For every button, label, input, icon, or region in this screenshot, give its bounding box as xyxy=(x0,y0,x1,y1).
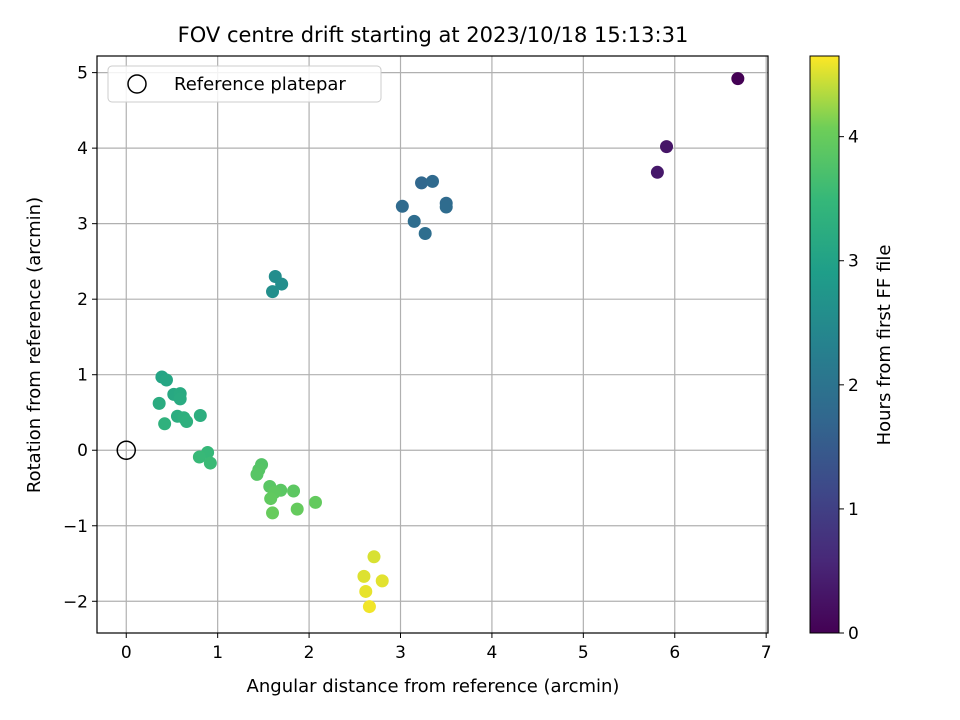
data-point xyxy=(731,72,745,86)
data-point xyxy=(415,176,429,190)
grid-lines xyxy=(97,56,768,633)
x-tick-label: 4 xyxy=(487,643,498,663)
x-tick-label: 3 xyxy=(395,643,406,663)
x-tick-label: 5 xyxy=(578,643,589,663)
data-point xyxy=(308,495,322,509)
data-point xyxy=(266,506,280,520)
data-point xyxy=(158,417,172,431)
data-point xyxy=(193,408,207,422)
colorbar-gradient xyxy=(809,55,840,634)
colorbar-tick-label: 0 xyxy=(848,624,859,644)
data-point xyxy=(250,467,264,481)
data-point xyxy=(407,214,421,228)
data-point xyxy=(266,285,280,299)
y-tick-label: 4 xyxy=(77,139,88,159)
y-tick-label: 3 xyxy=(77,215,88,235)
legend-marker-icon xyxy=(127,74,147,94)
legend: Reference platepar xyxy=(107,65,382,103)
data-point xyxy=(650,165,664,179)
y-axis-ticks: −2 −1 0 1 2 3 4 5 xyxy=(63,64,97,612)
x-axis-label: Angular distance from reference (arcmin) xyxy=(247,676,620,697)
y-tick-label: 1 xyxy=(77,366,88,386)
y-tick-label: 2 xyxy=(77,290,88,310)
reference-marker xyxy=(116,440,137,460)
colorbar-tick-label: 3 xyxy=(848,252,859,272)
data-point xyxy=(375,574,389,588)
colorbar-tick-label: 4 xyxy=(848,128,859,148)
y-tick-label: 5 xyxy=(77,64,88,84)
colorbar-tick-label: 2 xyxy=(848,376,859,396)
colorbar-label: Hours from first FF file xyxy=(874,245,895,446)
data-point xyxy=(173,392,187,406)
data-point xyxy=(418,226,432,240)
x-tick-label: 1 xyxy=(212,643,223,663)
colorbar-ticks: 0 1 2 3 4 xyxy=(839,128,859,644)
y-tick-label: 0 xyxy=(77,441,88,461)
colorbar: 0 1 2 3 4 Hours from first FF file xyxy=(809,55,895,644)
data-point xyxy=(439,200,453,214)
data-point xyxy=(203,456,217,470)
data-point xyxy=(275,277,289,291)
y-tick-label: −2 xyxy=(63,592,88,612)
data-point xyxy=(359,584,373,598)
x-tick-label: 2 xyxy=(304,643,315,663)
y-axis-label: Rotation from reference (arcmin) xyxy=(24,197,45,493)
legend-label: Reference platepar xyxy=(174,74,346,95)
data-point xyxy=(357,569,371,583)
colorbar-tick-label: 1 xyxy=(848,500,859,520)
data-point xyxy=(264,492,278,506)
data-point xyxy=(180,415,194,429)
data-point xyxy=(290,502,304,516)
legend-box xyxy=(107,65,382,103)
x-axis-ticks: 0 1 2 3 4 5 6 7 xyxy=(121,633,772,663)
data-point xyxy=(152,396,166,410)
plot-frame xyxy=(96,55,769,634)
x-tick-label: 7 xyxy=(761,643,772,663)
data-point xyxy=(159,373,173,387)
data-point xyxy=(367,550,381,564)
x-tick-label: 0 xyxy=(121,643,132,663)
data-point xyxy=(362,600,376,614)
data-point xyxy=(395,199,409,213)
data-point xyxy=(287,484,301,498)
data-point xyxy=(426,174,439,188)
chart-title: FOV centre drift starting at 2023/10/18 … xyxy=(178,23,689,47)
x-tick-label: 6 xyxy=(669,643,680,663)
data-point xyxy=(660,140,674,154)
data-points xyxy=(152,72,745,614)
data-point xyxy=(192,450,206,464)
y-tick-label: −1 xyxy=(63,517,88,537)
